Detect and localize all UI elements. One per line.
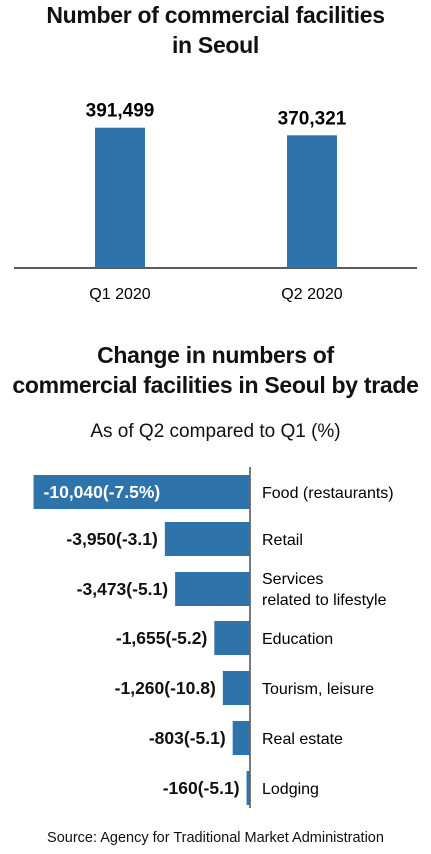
category-label-1: Food (restaurants) — [262, 485, 394, 502]
hbar-3 — [175, 572, 250, 606]
category-label-4: Education — [262, 631, 333, 648]
chart-1-title: Number of commercial facilities in Seoul — [0, 0, 431, 60]
category-label-7: Lodging — [262, 781, 319, 798]
chart-2-title-line-2: commercial facilities in Seoul by trade — [12, 372, 419, 398]
hbar-value-label-7: -160(-5.1) — [163, 778, 240, 798]
hbar-1 — [33, 475, 250, 509]
bar-value-label-2: 370,321 — [278, 108, 347, 129]
hbar-7 — [246, 771, 250, 805]
hbar-value-label-3: -3,473(-5.1) — [77, 579, 168, 599]
category-label-5: Tourism, leisure — [262, 681, 374, 698]
bar-2 — [287, 135, 337, 268]
hbar-6 — [232, 721, 250, 755]
hbar-value-label-1: -10,040(-7.5%) — [44, 482, 161, 502]
bar-value-label-1: 391,499 — [86, 101, 155, 122]
chart-1-title-line-1: Number of commercial facilities — [46, 2, 385, 28]
bar-1 — [95, 127, 145, 268]
category-label-3-line-2: related to lifestyle — [262, 592, 387, 609]
source-note: Source: Agency for Traditional Market Ad… — [47, 830, 384, 846]
chart-2-title: Change in numbers of commercial faciliti… — [0, 340, 431, 400]
hbar-value-label-6: -803(-5.1) — [149, 728, 226, 748]
x-tick-label-2: Q2 2020 — [281, 286, 342, 303]
hbar-5 — [222, 671, 250, 705]
category-label-6: Real estate — [262, 731, 343, 748]
category-label-2: Retail — [262, 532, 303, 549]
category-label-3-line-1: Services — [262, 571, 323, 588]
x-tick-label-1: Q1 2020 — [89, 286, 150, 303]
hbar-value-label-5: -1,260(-10.8) — [115, 678, 216, 698]
hbar-4 — [214, 621, 250, 655]
chart-2-title-line-1: Change in numbers of — [97, 342, 334, 368]
chart-2-subtitle: As of Q2 compared to Q1 (%) — [90, 421, 341, 442]
hbar-value-label-4: -1,655(-5.2) — [116, 628, 207, 648]
hbar-value-label-2: -3,950(-3.1) — [66, 529, 157, 549]
chart-1-title-line-2: in Seoul — [171, 32, 260, 58]
hbar-2 — [164, 522, 250, 556]
